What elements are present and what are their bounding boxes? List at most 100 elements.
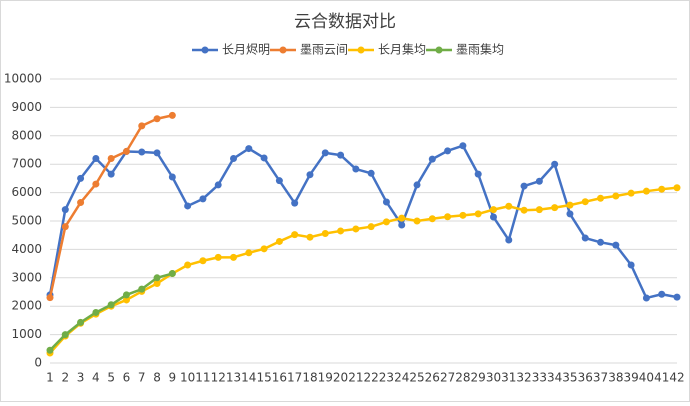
x-tick-label: 42 xyxy=(669,371,684,385)
data-point xyxy=(321,149,329,157)
x-tick-label: 34 xyxy=(547,371,562,385)
y-tick-label: 1000 xyxy=(11,327,42,341)
data-point xyxy=(122,291,130,299)
data-point xyxy=(275,177,283,185)
x-tick-label: 8 xyxy=(153,371,161,385)
data-point xyxy=(398,214,406,222)
data-point xyxy=(489,213,497,221)
data-point xyxy=(551,160,559,168)
x-tick-label: 31 xyxy=(501,371,516,385)
data-point xyxy=(168,270,176,278)
x-tick-label: 9 xyxy=(169,371,177,385)
y-tick-label: 6000 xyxy=(11,185,42,199)
data-point xyxy=(199,195,207,203)
data-point xyxy=(92,180,100,188)
data-point xyxy=(337,227,345,235)
y-tick-label: 10000 xyxy=(4,72,42,86)
data-point xyxy=(92,308,100,316)
data-point xyxy=(260,245,268,253)
data-point xyxy=(260,154,268,162)
x-tick-label: 3 xyxy=(77,371,85,385)
x-tick-label: 2 xyxy=(61,371,69,385)
data-point xyxy=(107,301,115,309)
data-point xyxy=(230,155,238,163)
data-point xyxy=(367,169,375,177)
data-point xyxy=(658,185,666,193)
data-point xyxy=(337,151,345,159)
data-point xyxy=(230,253,238,261)
data-point xyxy=(367,223,375,231)
data-point xyxy=(168,173,176,181)
data-point xyxy=(184,261,192,269)
y-tick-label: 2000 xyxy=(11,299,42,313)
data-point xyxy=(321,229,329,237)
data-point xyxy=(428,215,436,223)
data-point xyxy=(291,231,299,239)
data-point xyxy=(520,182,528,190)
x-tick-label: 18 xyxy=(302,371,317,385)
data-point xyxy=(382,198,390,206)
data-point xyxy=(291,199,299,207)
data-point xyxy=(581,234,589,242)
x-tick-label: 14 xyxy=(241,371,256,385)
data-point xyxy=(214,181,222,189)
data-point xyxy=(673,184,681,192)
data-point xyxy=(566,210,574,218)
data-point xyxy=(597,194,605,202)
data-point xyxy=(520,206,528,214)
data-point xyxy=(122,147,130,155)
data-point xyxy=(306,233,314,241)
x-tick-label: 30 xyxy=(486,371,501,385)
data-point xyxy=(535,177,543,185)
y-tick-label: 7000 xyxy=(11,157,42,171)
data-point xyxy=(153,274,161,282)
data-point xyxy=(61,331,69,339)
data-point xyxy=(214,253,222,261)
data-point xyxy=(444,213,452,221)
legend-marker xyxy=(279,46,287,54)
data-point xyxy=(77,174,85,182)
chart-title: 云合数据对比 xyxy=(294,12,396,32)
data-point xyxy=(627,261,635,269)
legend-label: 墨雨集均 xyxy=(456,42,504,57)
y-tick-label: 3000 xyxy=(11,270,42,284)
x-tick-label: 15 xyxy=(256,371,271,385)
data-point xyxy=(535,206,543,214)
x-tick-label: 12 xyxy=(211,371,226,385)
legend-label: 墨雨云间 xyxy=(300,43,348,57)
x-tick-label: 33 xyxy=(532,371,547,385)
data-point xyxy=(612,192,620,200)
data-point xyxy=(658,290,666,298)
data-point xyxy=(398,221,406,229)
x-tick-label: 40 xyxy=(639,371,654,385)
legend-label: 长月烬明 xyxy=(222,43,270,57)
x-tick-label: 4 xyxy=(92,371,100,385)
data-point xyxy=(444,147,452,155)
x-tick-label: 20 xyxy=(333,371,348,385)
data-point xyxy=(597,238,605,246)
data-point xyxy=(459,142,467,150)
x-tick-label: 28 xyxy=(455,371,470,385)
data-point xyxy=(153,279,161,287)
x-tick-label: 39 xyxy=(623,371,638,385)
x-tick-label: 37 xyxy=(593,371,608,385)
x-tick-label: 35 xyxy=(562,371,577,385)
x-tick-label: 23 xyxy=(379,371,394,385)
data-point xyxy=(642,294,650,302)
data-point xyxy=(306,171,314,179)
data-point xyxy=(92,155,100,163)
data-point xyxy=(245,145,253,153)
data-point xyxy=(107,155,115,163)
data-point xyxy=(352,165,360,173)
data-point xyxy=(275,237,283,245)
data-point xyxy=(138,148,146,156)
x-tick-label: 17 xyxy=(287,371,302,385)
x-tick-label: 19 xyxy=(318,371,333,385)
legend-label: 长月集均 xyxy=(378,42,426,57)
data-point xyxy=(428,155,436,163)
data-point xyxy=(77,199,85,207)
x-tick-label: 41 xyxy=(654,371,669,385)
data-point xyxy=(474,210,482,218)
x-tick-label: 5 xyxy=(107,371,115,385)
